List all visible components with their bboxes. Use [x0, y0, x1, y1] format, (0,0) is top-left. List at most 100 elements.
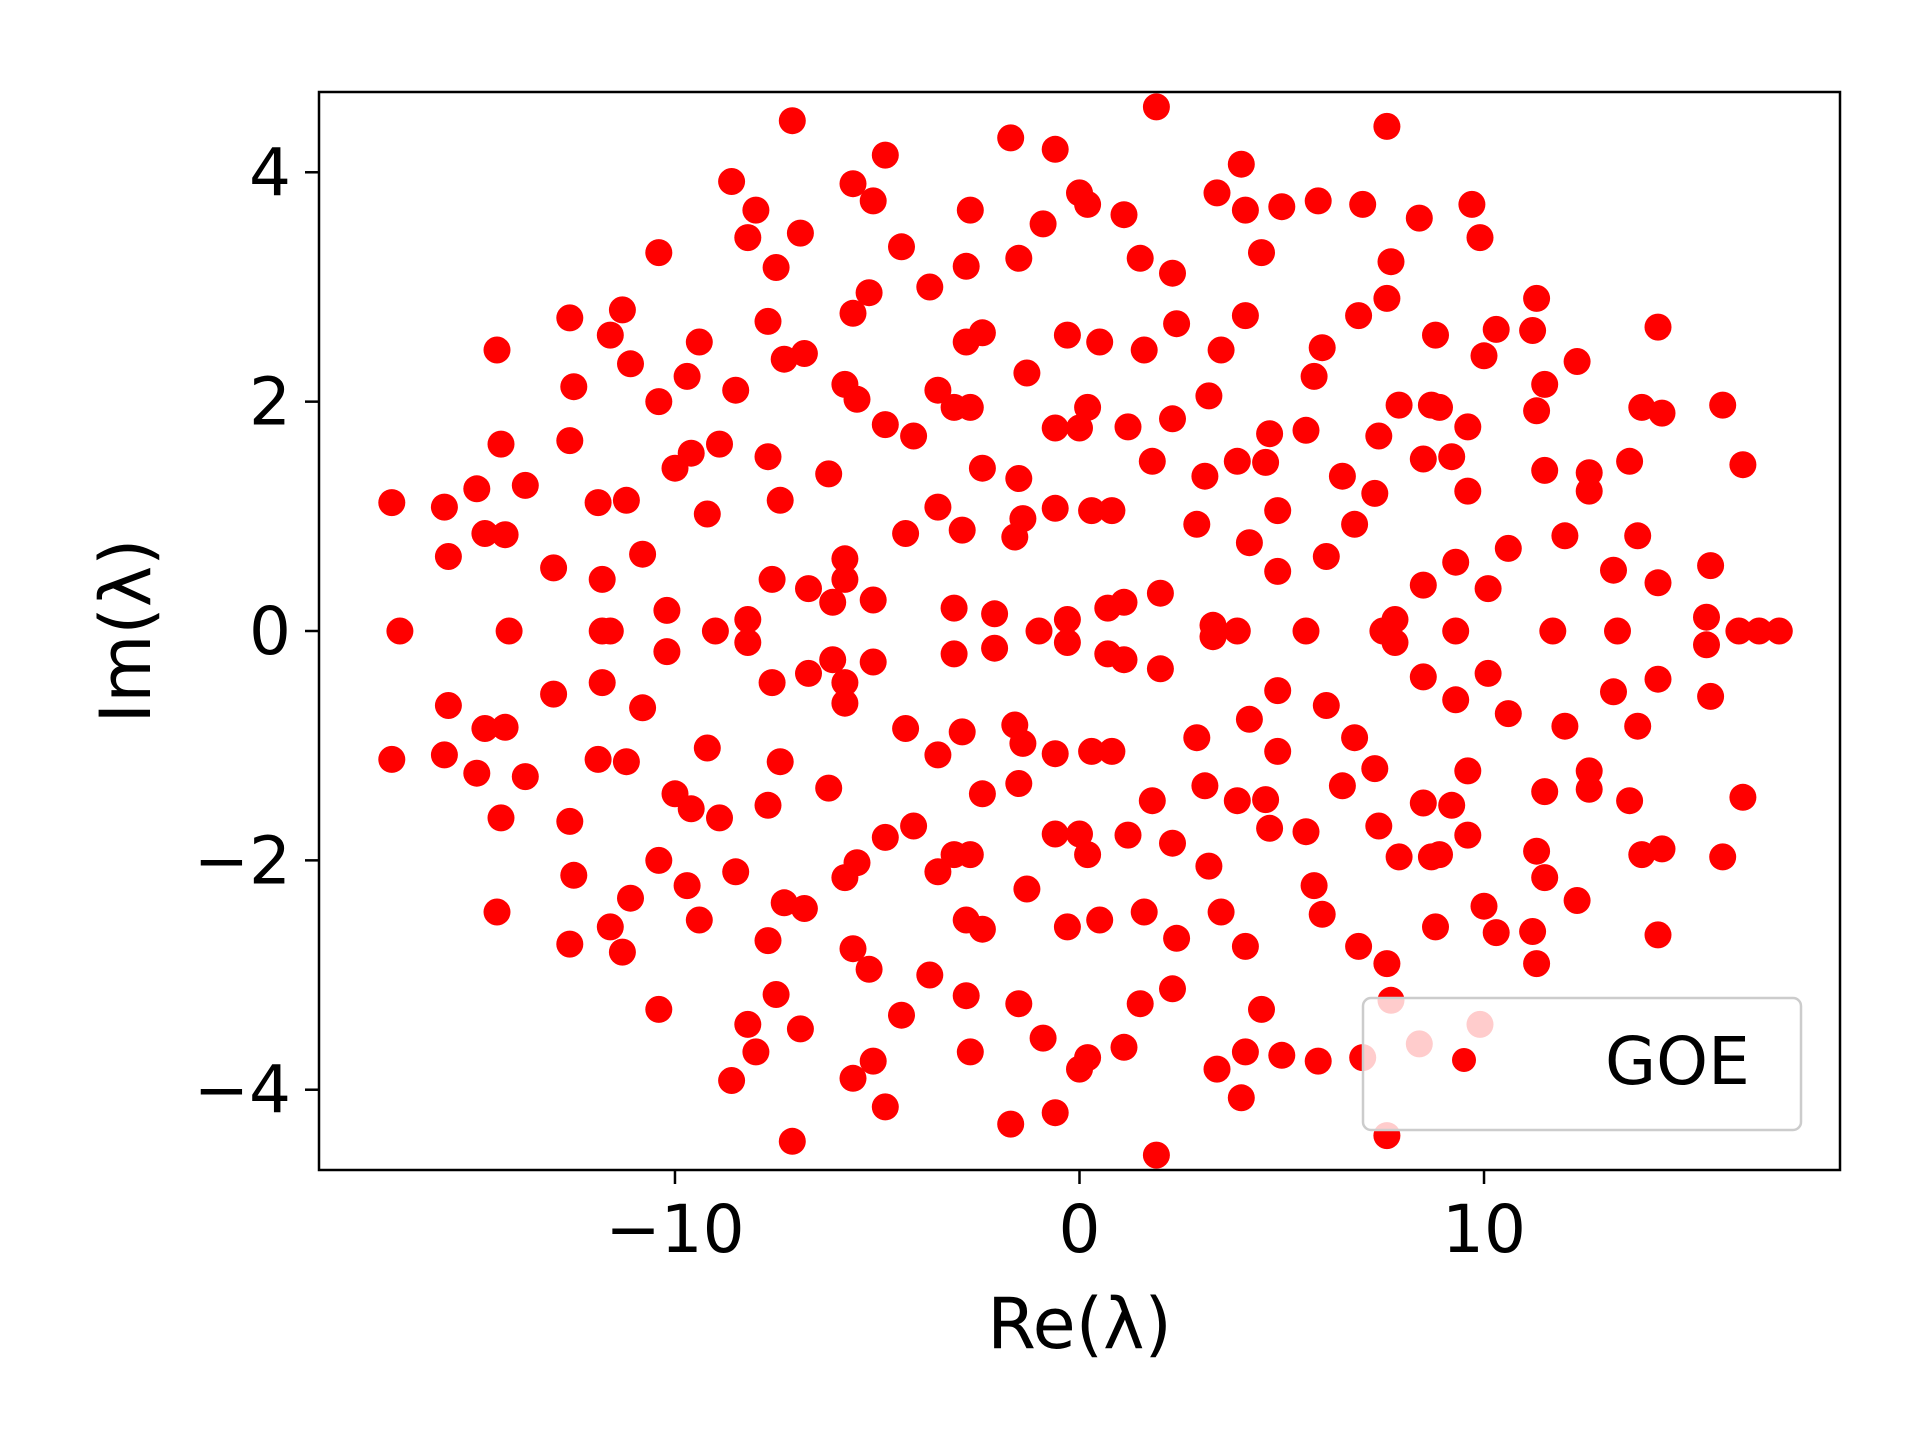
data-point: [786, 219, 814, 247]
data-point: [952, 982, 980, 1010]
data-point: [1041, 414, 1069, 442]
data-point: [1264, 677, 1292, 705]
data-point: [1256, 420, 1284, 448]
data-point: [1053, 321, 1081, 349]
data-point: [1138, 787, 1166, 815]
data-point: [1025, 617, 1053, 645]
data-point: [1041, 494, 1069, 522]
data-point: [831, 565, 859, 593]
data-point: [1551, 522, 1579, 550]
data-point: [1098, 497, 1126, 525]
data-point: [1078, 497, 1106, 525]
data-point: [1709, 843, 1737, 871]
data-point: [1381, 606, 1409, 633]
data-point: [1693, 631, 1720, 659]
data-point: [1345, 932, 1373, 960]
data-point: [1300, 362, 1328, 390]
data-point: [1304, 1047, 1332, 1075]
data-point: [888, 233, 915, 261]
data-point: [608, 296, 636, 324]
data-point: [956, 1038, 984, 1066]
data-point: [1029, 210, 1057, 238]
data-point: [1308, 334, 1336, 362]
data-point: [629, 694, 657, 722]
data-point: [924, 493, 952, 521]
y-tick-label: −2: [194, 822, 291, 899]
data-point: [1005, 990, 1033, 1018]
data-point: [762, 981, 790, 1008]
data-point: [1385, 391, 1413, 419]
data-point: [1422, 913, 1449, 941]
data-point: [1729, 783, 1757, 811]
data-point: [1146, 579, 1174, 607]
data-point: [1126, 244, 1154, 272]
data-point: [1454, 477, 1482, 505]
data-point: [1264, 737, 1292, 765]
data-point: [673, 872, 701, 900]
data-point: [1616, 787, 1644, 815]
data-point: [1110, 588, 1138, 616]
data-point: [491, 521, 519, 549]
data-point: [1066, 414, 1093, 442]
data-point: [1041, 820, 1069, 848]
data-point: [754, 927, 782, 955]
data-point: [997, 1110, 1025, 1138]
data-point: [1183, 724, 1211, 752]
data-point: [734, 629, 762, 656]
data-point: [734, 1010, 762, 1038]
data-point: [706, 804, 733, 832]
data-point: [859, 648, 887, 676]
data-point: [596, 913, 624, 941]
data-point: [1454, 821, 1482, 849]
data-point: [859, 187, 887, 215]
data-point: [1223, 617, 1251, 645]
data-point: [1373, 284, 1401, 312]
data-point: [1086, 906, 1114, 934]
data-point: [790, 340, 818, 367]
data-point: [855, 279, 883, 307]
data-point: [1729, 451, 1757, 479]
data-point: [1114, 821, 1142, 849]
data-point: [677, 439, 705, 467]
data-point: [1494, 700, 1522, 728]
data-point: [839, 170, 867, 198]
data-point: [778, 1127, 806, 1155]
data-point: [556, 807, 584, 835]
data-point: [1575, 757, 1603, 785]
data-point: [1454, 757, 1482, 785]
data-point: [916, 961, 944, 989]
data-point: [819, 646, 847, 674]
data-point: [900, 422, 928, 450]
data-point: [1308, 900, 1336, 928]
data-point: [1365, 422, 1393, 450]
data-point: [940, 640, 968, 668]
data-point: [1523, 837, 1551, 865]
data-point: [742, 1038, 770, 1066]
data-point: [1438, 791, 1466, 819]
data-point: [1207, 898, 1235, 926]
data-point: [463, 475, 491, 503]
data-point: [1494, 534, 1522, 562]
data-point: [758, 565, 786, 593]
data-point: [1223, 787, 1251, 815]
data-point: [1304, 187, 1332, 215]
data-point: [1341, 724, 1369, 752]
data-point: [1624, 712, 1652, 740]
data-point: [1426, 841, 1453, 869]
data-point: [968, 454, 996, 482]
data-point: [1053, 629, 1081, 656]
data-point: [677, 795, 705, 823]
data-point: [1442, 548, 1470, 576]
data-point: [1470, 342, 1498, 370]
data-point: [1519, 317, 1547, 344]
data-point: [1074, 1044, 1102, 1072]
data-point: [1074, 190, 1102, 218]
data-point: [685, 906, 713, 934]
data-point: [430, 493, 458, 521]
data-point: [1195, 382, 1223, 410]
data-point: [1146, 655, 1174, 683]
data-point: [1074, 393, 1102, 421]
y-axis-label: Im(λ): [85, 539, 167, 724]
data-point: [1422, 321, 1449, 349]
ticks-layer: −10 0 10 −4 −2 0 2 4: [194, 134, 1526, 1268]
